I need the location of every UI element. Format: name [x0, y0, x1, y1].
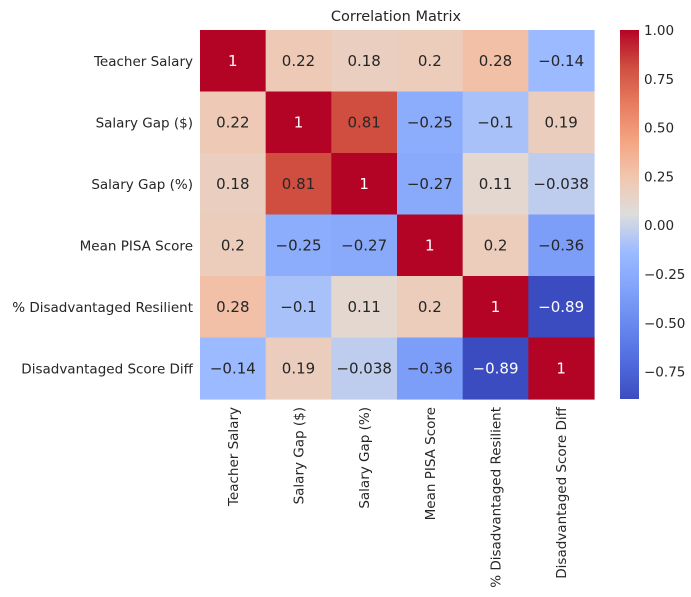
x-tick-label: Salary Gap ($) — [292, 407, 308, 504]
heatmap-cell — [200, 91, 267, 154]
colorbar-tick-label: 0.00 — [644, 218, 674, 234]
heatmap-cell — [265, 30, 332, 93]
heatmap-cell-label: −0.25 — [276, 236, 322, 254]
heatmap-cell-label: 0.2 — [484, 236, 508, 254]
y-tick-label: Teacher Salary — [93, 54, 193, 70]
heatmap-cell-label: 0.18 — [347, 52, 380, 70]
heatmap-cell-label: −0.36 — [407, 359, 453, 377]
heatmap-cells: 1 0.22 0.18 0.2 0.28 −0.14 0.22 1 0.81 −0.25 −0.1 0… — [200, 30, 595, 400]
heatmap-cell — [200, 153, 267, 216]
heatmap-cell — [265, 214, 332, 277]
heatmap-cell — [200, 30, 267, 93]
x-axis-tick-labels: Teacher Salary Salary Gap ($) Salary Gap (… — [226, 406, 570, 587]
heatmap-cell-label: 1 — [491, 298, 501, 316]
y-tick-label: % Disadvantaged Resilient — [12, 300, 193, 316]
heatmap-cell-label: 1 — [425, 236, 435, 254]
colorbar-tick-label: −0.25 — [644, 267, 685, 283]
heatmap-cell-label: 1 — [359, 175, 369, 193]
heatmap-cell-label: −0.14 — [538, 52, 584, 70]
heatmap-cell-label: −0.1 — [280, 298, 316, 316]
heatmap-cell — [528, 276, 595, 339]
heatmap-cell — [331, 337, 398, 400]
heatmap-cell — [397, 91, 464, 154]
heatmap-cell-label: −0.36 — [538, 236, 584, 254]
heatmap-cell — [265, 276, 332, 339]
heatmap-cell — [331, 214, 398, 277]
heatmap-cell — [265, 337, 332, 400]
heatmap-cell — [462, 153, 529, 216]
heatmap-cell — [528, 153, 595, 216]
heatmap-cell-label: 0.22 — [282, 52, 315, 70]
heatmap-cell — [397, 153, 464, 216]
heatmap-cell-label: −0.25 — [407, 113, 453, 131]
x-tick-label: Disadvantaged Score Diff — [554, 406, 570, 578]
x-tick-label: Salary Gap (%) — [357, 407, 373, 509]
heatmap-cell-label: −0.14 — [210, 359, 256, 377]
heatmap-cell-label: 0.11 — [479, 175, 512, 193]
heatmap-cell-label: 0.2 — [418, 52, 442, 70]
colorbar-tick-label: −0.75 — [644, 365, 685, 381]
heatmap-cell — [462, 214, 529, 277]
colorbar-tick-label: 0.75 — [644, 72, 674, 88]
heatmap-cell — [331, 276, 398, 339]
heatmap-cell-label: −0.038 — [533, 175, 589, 193]
colorbar-tick-label: −0.50 — [644, 316, 685, 332]
heatmap-cell — [200, 337, 267, 400]
heatmap-cell-label: 0.19 — [282, 359, 315, 377]
heatmap-cell — [397, 214, 464, 277]
heatmap-cell — [528, 91, 595, 154]
heatmap-cell — [528, 214, 595, 277]
heatmap-cell — [528, 30, 595, 93]
heatmap-cell — [397, 337, 464, 400]
colorbar-tick-label: 0.25 — [644, 169, 674, 185]
heatmap-cell-label: −0.89 — [538, 298, 584, 316]
colorbar-tick-label: 1.00 — [644, 23, 674, 39]
heatmap-cell-label: 0.11 — [347, 298, 380, 316]
heatmap-cell — [200, 276, 267, 339]
heatmap-cell-label: −0.038 — [336, 359, 392, 377]
y-tick-label: Salary Gap (%) — [91, 177, 193, 193]
heatmap-cell — [331, 91, 398, 154]
colorbar — [620, 30, 639, 399]
heatmap-cell — [331, 153, 398, 216]
heatmap-cell-label: −0.89 — [473, 359, 519, 377]
heatmap-cell — [200, 214, 267, 277]
colorbar-tick-labels: 1.00 0.75 0.50 0.25 0.00 −0.25 −0.50 −0.75 — [644, 23, 685, 381]
heatmap-cell-label: −0.27 — [341, 236, 387, 254]
heatmap-cell-label: 0.19 — [544, 113, 577, 131]
heatmap-cell — [462, 30, 529, 93]
y-tick-label: Disadvantaged Score Diff — [21, 361, 193, 377]
heatmap-cell — [331, 30, 398, 93]
heatmap-cell-label: 0.28 — [216, 298, 249, 316]
heatmap-cell-label: −0.1 — [477, 113, 513, 131]
heatmap-cell-label: 1 — [294, 113, 304, 131]
heatmap-cell-label: 0.22 — [216, 113, 249, 131]
heatmap-cell-label: 0.81 — [347, 113, 380, 131]
heatmap-cell — [265, 91, 332, 154]
heatmap-cell-label: 0.2 — [418, 298, 442, 316]
heatmap-cell-label: −0.27 — [407, 175, 453, 193]
chart-title: Correlation Matrix — [331, 9, 462, 25]
heatmap-cell — [528, 337, 595, 400]
x-tick-label: % Disadvantaged Resilient — [489, 407, 505, 588]
y-tick-label: Salary Gap ($) — [96, 115, 193, 131]
heatmap-cell-label: 1 — [228, 52, 238, 70]
heatmap-cell — [397, 30, 464, 93]
x-tick-label: Teacher Salary — [226, 407, 242, 507]
heatmap-cell-label: 0.2 — [221, 236, 245, 254]
heatmap-cell — [462, 276, 529, 339]
heatmap-cell — [397, 276, 464, 339]
heatmap-cell — [462, 91, 529, 154]
x-tick-label: Mean PISA Score — [423, 407, 439, 520]
heatmap-cell-label: 0.28 — [479, 52, 512, 70]
heatmap-cell-label: 0.18 — [216, 175, 249, 193]
colorbar-tick-label: 0.50 — [644, 121, 674, 137]
heatmap-cell — [462, 337, 529, 400]
y-tick-label: Mean PISA Score — [80, 238, 193, 254]
heatmap-cell-label: 0.81 — [282, 175, 315, 193]
y-axis-tick-labels: Teacher Salary Salary Gap ($) Salary Gap (… — [12, 54, 193, 378]
heatmap-cell-label: 1 — [556, 359, 566, 377]
heatmap-cell — [265, 153, 332, 216]
